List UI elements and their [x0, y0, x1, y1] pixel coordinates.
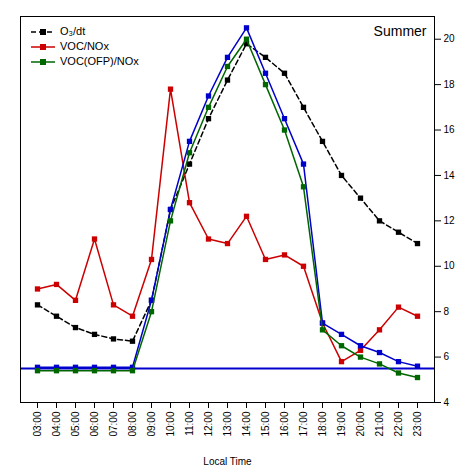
- svg-text:08:00: 08:00: [127, 411, 138, 436]
- svg-text:Summer: Summer: [374, 23, 427, 39]
- svg-text:10: 10: [444, 260, 456, 271]
- svg-text:09:00: 09:00: [146, 411, 157, 436]
- svg-text:Local Time: Local Time: [203, 456, 252, 467]
- svg-text:21:00: 21:00: [374, 411, 385, 436]
- svg-text:04:00: 04:00: [51, 411, 62, 436]
- svg-text:20: 20: [444, 33, 456, 44]
- svg-text:17:00: 17:00: [298, 411, 309, 436]
- svg-text:07:00: 07:00: [108, 411, 119, 436]
- svg-text:11:00: 11:00: [184, 411, 195, 436]
- svg-text:10:00: 10:00: [165, 411, 176, 436]
- svg-text:12:00: 12:00: [203, 411, 214, 436]
- svg-text:16:00: 16:00: [279, 411, 290, 436]
- svg-text:22:00: 22:00: [393, 411, 404, 436]
- svg-text:05:00: 05:00: [70, 411, 81, 436]
- svg-text:12: 12: [444, 215, 456, 226]
- svg-text:19:00: 19:00: [336, 411, 347, 436]
- svg-text:15:00: 15:00: [260, 411, 271, 436]
- svg-text:13:00: 13:00: [222, 411, 233, 436]
- html-text:O₃/dt: O₃/dt: [60, 25, 86, 37]
- svg-text:14:00: 14:00: [241, 411, 252, 436]
- svg-text:18: 18: [444, 79, 456, 90]
- svg-text:03:00: 03:00: [32, 411, 43, 436]
- svg-text:23:00: 23:00: [412, 411, 423, 436]
- svg-text:14: 14: [444, 170, 456, 181]
- svg-text:20:00: 20:00: [355, 411, 366, 436]
- svg-text:4: 4: [444, 397, 450, 408]
- svg-text:16: 16: [444, 124, 456, 135]
- svg-text:06:00: 06:00: [89, 411, 100, 436]
- html-text:VOC/NOx: VOC/NOx: [60, 40, 109, 52]
- svg-text:18:00: 18:00: [317, 411, 328, 436]
- svg-text:8: 8: [444, 306, 450, 317]
- html-text:VOC(OFP)/NOx: VOC(OFP)/NOx: [60, 55, 139, 67]
- svg-text:6: 6: [444, 351, 450, 362]
